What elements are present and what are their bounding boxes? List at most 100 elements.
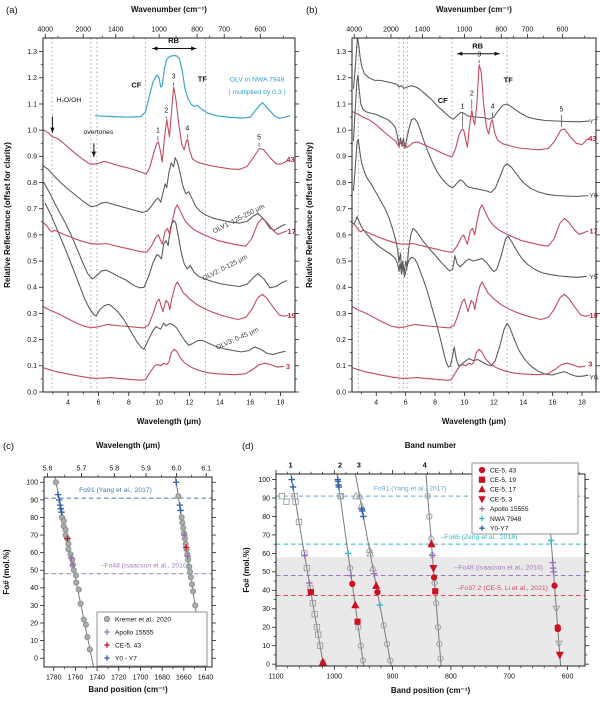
tick-label: 50 xyxy=(30,568,38,575)
annotation: Fo91 (Yang et al., 2017) xyxy=(374,486,447,493)
marker-plus xyxy=(57,505,64,512)
tick-label: 0.8 xyxy=(336,180,346,187)
annotation: OLV in NWA 7948 xyxy=(230,77,285,84)
tick-label: 2000 xyxy=(75,27,91,34)
tick-label: 12 xyxy=(490,400,498,407)
tick-label: 0.9 xyxy=(336,154,346,161)
scatter-series-ce5-43 xyxy=(349,574,561,633)
tick-label: 1680 xyxy=(154,675,170,682)
tick-label: 700 xyxy=(522,27,534,34)
plot-area xyxy=(43,38,291,392)
axis-title-left: Relative Reflectance (offset for clarity… xyxy=(305,142,314,288)
tick-label: 0.3 xyxy=(336,311,346,318)
tick-label: 4 xyxy=(374,400,378,407)
annotation: 1 xyxy=(288,461,292,470)
marker-circle xyxy=(86,646,93,653)
marker-circle xyxy=(349,580,356,587)
tick-label: 4 xyxy=(66,400,70,407)
marker-circle xyxy=(65,540,72,547)
tick-label: 1.3 xyxy=(27,49,37,56)
tick-label: 700 xyxy=(503,674,515,681)
spectrum-curve-olv2 xyxy=(43,181,288,289)
marker-circle xyxy=(67,551,74,558)
axis-title-left: Relative Reflectance (offset for clarity… xyxy=(3,142,12,288)
marker-square xyxy=(278,493,285,500)
annotation: 4 xyxy=(423,461,428,470)
marker-plus xyxy=(370,570,378,577)
marker-triangle-up xyxy=(369,563,377,572)
tick-label: 5.6 xyxy=(43,466,53,473)
axis-title-top: Band number xyxy=(405,441,457,450)
scatter-series-ce5-17 xyxy=(318,539,436,666)
tick-label: 1400 xyxy=(108,27,124,34)
marker-circle xyxy=(383,640,391,647)
scatter-series-nwa-7948 xyxy=(344,537,555,609)
tick-label: 1640 xyxy=(198,675,214,682)
marker-triangle-down xyxy=(555,640,563,649)
marker-plus xyxy=(69,561,76,569)
marker-circle xyxy=(357,642,365,649)
tick-label: 1740 xyxy=(89,675,105,682)
marker-plus xyxy=(549,559,557,566)
marker-plus xyxy=(68,554,75,562)
annotation: RB xyxy=(168,36,179,45)
spectrum-curve-ce5-43 xyxy=(43,86,289,175)
tick-label: 80 xyxy=(262,514,270,521)
marker-plus xyxy=(55,496,63,504)
spectrum-curve-ce5-17 xyxy=(43,204,288,253)
tick-label: 30 xyxy=(262,606,270,613)
marker-circle xyxy=(359,657,367,664)
tick-label: 12 xyxy=(186,400,194,407)
marker-square xyxy=(295,518,303,526)
tick-label: 800 xyxy=(445,674,457,681)
scatter-series-lit-squares xyxy=(278,493,344,649)
marker-circle xyxy=(175,493,182,500)
tick-label: 1660 xyxy=(176,675,192,682)
spectrum-curve-y6 xyxy=(352,74,589,197)
axis-title-bottom: Wavelength (μm) xyxy=(442,417,506,426)
spectrum-curve-olv-nwa-7948 xyxy=(94,54,291,119)
marker-square xyxy=(478,476,486,483)
scatter-series-y0-y7 xyxy=(54,479,184,516)
marker-circle xyxy=(478,466,486,474)
scatter-series-y0-y7 xyxy=(288,476,367,520)
arrowhead xyxy=(494,51,500,56)
marker-triangle-up xyxy=(366,548,375,557)
tick-label: 20 xyxy=(262,625,270,632)
marker-circle xyxy=(430,574,438,581)
tick-label: 40 xyxy=(262,588,270,595)
axis-title-left: Fo# (mol.%) xyxy=(242,547,251,593)
marker-circle xyxy=(60,517,67,525)
marker-triangle-up xyxy=(478,485,486,493)
annotation: overtones xyxy=(83,129,113,136)
scatter-series-ce5-43 xyxy=(64,535,190,551)
tick-label: 50 xyxy=(262,569,270,576)
marker-plus xyxy=(64,535,71,542)
tick-label: 0 xyxy=(34,656,38,663)
annotation: 1 xyxy=(156,127,160,134)
annotation: 5 xyxy=(560,106,564,113)
marker-triangle-up xyxy=(427,539,436,548)
marker-circle xyxy=(387,657,394,664)
tick-label: 0.8 xyxy=(27,180,37,187)
tick-label: 0 xyxy=(266,662,270,669)
annotation: Y5 xyxy=(589,274,598,281)
tick-label: 0.6 xyxy=(27,232,37,239)
marker-plus xyxy=(360,513,367,520)
tick-label: 70 xyxy=(262,532,270,539)
marker-plus xyxy=(335,483,343,491)
tick-label: 0.0 xyxy=(336,389,346,396)
marker-plus xyxy=(306,579,313,587)
trend-line xyxy=(336,474,365,666)
axis-title-bottom: Band position (cm⁻¹) xyxy=(391,686,471,695)
annotation: 19 xyxy=(589,311,597,320)
marker-circle xyxy=(551,582,558,589)
marker-circle xyxy=(82,621,89,628)
annotation: 5 xyxy=(257,134,261,141)
spectrum-curve-ce5-3 xyxy=(43,348,285,381)
annotation: H₂O/OH xyxy=(56,97,81,104)
tick-label: 1000 xyxy=(457,27,473,34)
tick-label: 18 xyxy=(277,400,285,407)
marker-triangle-up xyxy=(355,491,364,500)
plot-area xyxy=(352,38,590,392)
